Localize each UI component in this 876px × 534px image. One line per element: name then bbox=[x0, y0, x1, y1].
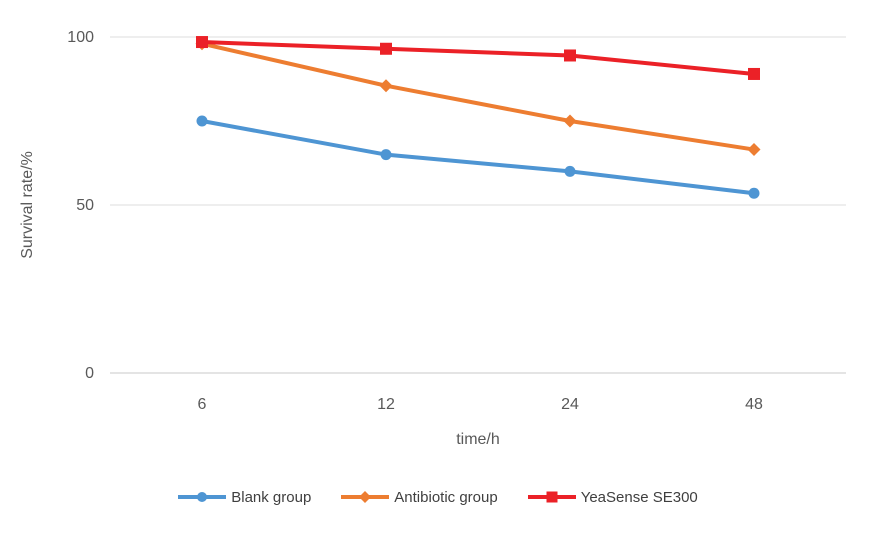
data-point-blank-group bbox=[564, 165, 576, 177]
data-point-antibiotic-group bbox=[747, 143, 761, 157]
y-tick-label: 100 bbox=[67, 29, 94, 46]
series-line-yeasense-se300 bbox=[200, 40, 756, 76]
x-tick-label: 48 bbox=[745, 396, 763, 413]
legend-line-square-icon bbox=[527, 489, 576, 505]
plot-area: 0 50 100 6 12 24 48 Survival rate/% time/h bbox=[19, 29, 846, 448]
data-point-yeasense-se300 bbox=[196, 36, 208, 49]
y-tick-label: 50 bbox=[76, 197, 94, 214]
legend-item-blank-group: Blank group bbox=[178, 489, 311, 505]
y-tick-label: 0 bbox=[85, 365, 94, 382]
legend-label-antibiotic-group: Antibiotic group bbox=[394, 488, 498, 506]
legend-item-antibiotic-group: Antibiotic group bbox=[341, 488, 498, 506]
data-point-yeasense-se300 bbox=[564, 49, 576, 62]
data-point-blank-group bbox=[196, 115, 208, 127]
x-tick-label: 24 bbox=[561, 396, 579, 413]
legend-label-blank-group: Blank group bbox=[231, 488, 312, 506]
data-point-yeasense-se300 bbox=[748, 67, 760, 80]
data-point-blank-group bbox=[380, 149, 392, 161]
x-axis-title: time/h bbox=[456, 431, 500, 448]
series-line-blank-group bbox=[200, 119, 756, 196]
x-tick-label: 12 bbox=[377, 396, 395, 413]
legend-label-yeasense-se300: YeaSense SE300 bbox=[580, 488, 698, 506]
series-line-antibiotic-group bbox=[200, 41, 756, 152]
data-point-antibiotic-group bbox=[379, 79, 393, 93]
data-point-antibiotic-group bbox=[563, 114, 577, 128]
legend-item-yeasense-se300: YeaSense SE300 bbox=[527, 488, 698, 506]
x-tick-label: 6 bbox=[198, 396, 207, 413]
data-point-yeasense-se300 bbox=[380, 42, 392, 55]
legend-line-diamond-icon bbox=[341, 489, 390, 505]
chart-legend: Blank group Antibiotic group YeaSense SE… bbox=[0, 489, 876, 505]
y-axis-title: Survival rate/% bbox=[19, 151, 36, 259]
data-point-blank-group bbox=[748, 187, 760, 199]
legend-line-circle-icon bbox=[178, 489, 227, 505]
